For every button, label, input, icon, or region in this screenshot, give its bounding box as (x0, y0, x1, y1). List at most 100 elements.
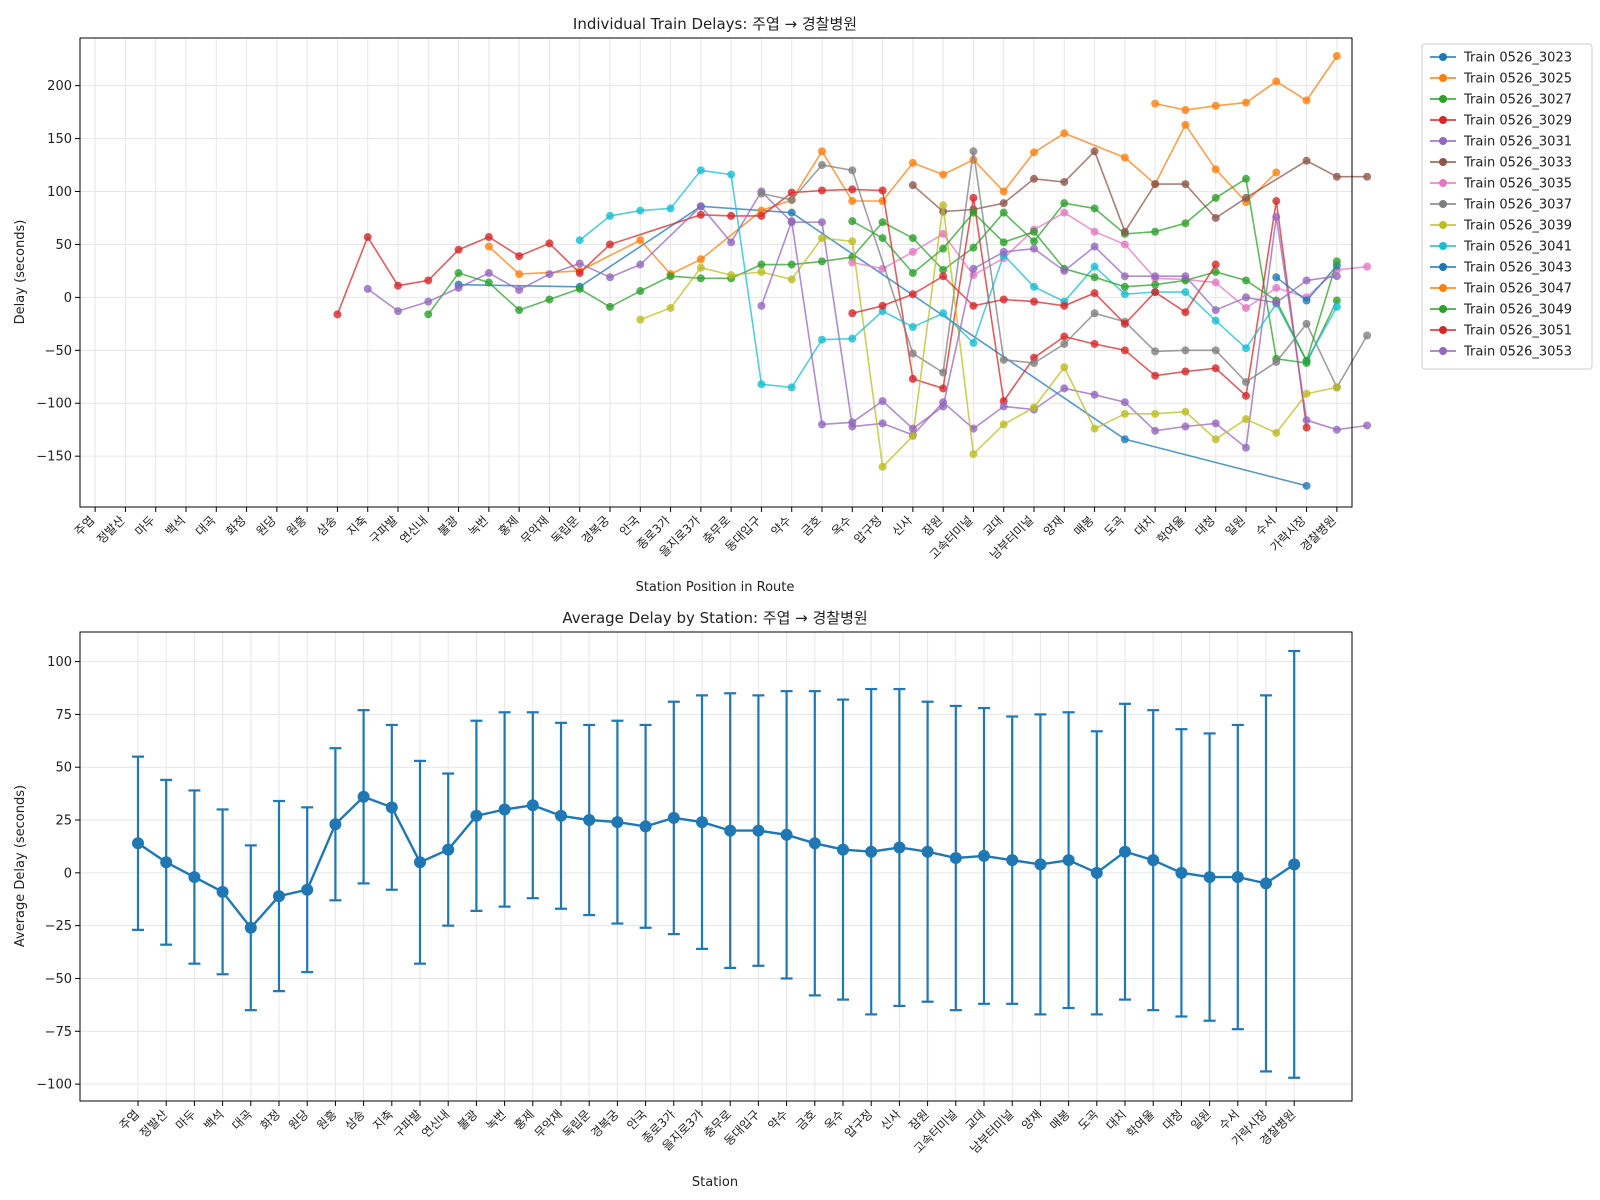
data-point (1181, 272, 1190, 281)
data-point (939, 384, 948, 393)
data-point (969, 193, 978, 202)
data-point (1120, 240, 1129, 249)
data-point (1211, 278, 1220, 287)
legend-label: Train 0526_3025 (1463, 72, 1572, 87)
data-point (1030, 237, 1038, 246)
legend-marker (1439, 137, 1447, 145)
legend-entry: Train 0526_3051 (1430, 324, 1572, 339)
average-point (1119, 845, 1131, 858)
data-point (1302, 96, 1311, 105)
data-point (1363, 262, 1372, 271)
data-point (908, 234, 917, 243)
data-point (545, 270, 554, 279)
legend-label: Train 0526_3033 (1463, 156, 1572, 171)
data-point (1211, 435, 1220, 444)
average-point (865, 845, 878, 858)
legend-entry: Train 0526_3033 (1430, 156, 1572, 171)
legend-box (1421, 43, 1593, 370)
series-path (852, 211, 1368, 309)
data-point (1272, 428, 1281, 437)
data-point (999, 355, 1008, 364)
data-point (999, 247, 1008, 256)
data-point (1120, 398, 1129, 407)
data-point (939, 402, 948, 411)
data-point (818, 161, 826, 170)
data-point (969, 301, 978, 310)
data-point (969, 424, 978, 433)
data-point (1151, 426, 1160, 435)
data-point (1030, 403, 1038, 412)
x-tick-label: 화정 (258, 1107, 284, 1133)
legend-entry: Train 0526_3029 (1430, 114, 1572, 129)
data-point (1090, 262, 1099, 271)
legend-marker (1439, 200, 1447, 208)
data-point (1151, 280, 1160, 289)
average-point (442, 843, 455, 856)
average-point (160, 856, 173, 869)
x-tick-label: 옥수 (829, 513, 855, 539)
series-line (908, 147, 1372, 236)
series-line (363, 187, 1372, 452)
data-point (1302, 156, 1311, 165)
data-point (606, 240, 614, 249)
data-point (1151, 288, 1160, 297)
x-tick-label: 학여울 (1154, 513, 1187, 546)
data-point (363, 284, 372, 293)
legend-label: Train 0526_3039 (1463, 219, 1572, 234)
data-point (666, 204, 675, 213)
data-point (969, 243, 978, 252)
data-point (1181, 120, 1190, 129)
data-point (1181, 180, 1190, 189)
legend-marker (1439, 347, 1447, 355)
y-tick-label: 50 (55, 761, 72, 776)
y-tick-label: −50 (45, 344, 72, 359)
x-tick-label: 독립문 (560, 1107, 593, 1140)
data-point (1060, 363, 1069, 372)
y-tick-label: 0 (64, 291, 72, 306)
x-tick-label: 양재 (1019, 1107, 1045, 1133)
data-point (1332, 302, 1341, 311)
data-point (1060, 208, 1069, 217)
x-tick-label: 금호 (793, 1107, 819, 1133)
data-point (1151, 347, 1160, 356)
data-point (1363, 172, 1372, 181)
data-point (908, 349, 917, 358)
average-point (1006, 854, 1019, 867)
data-point (908, 269, 917, 278)
series-line (1151, 51, 1341, 114)
y-tick-label: 75 (55, 708, 72, 723)
y-tick-label: −25 (45, 919, 72, 934)
data-point (424, 297, 433, 306)
data-point (454, 269, 463, 278)
data-point (818, 420, 826, 429)
x-tick-label: 학여울 (1124, 1107, 1157, 1140)
x-axis-label-average: Station (692, 1175, 738, 1190)
data-point (1030, 359, 1038, 368)
data-point (939, 229, 948, 238)
data-point (1090, 424, 1099, 433)
data-point (848, 237, 857, 246)
x-tick-label: 도곡 (1101, 513, 1127, 539)
x-tick-label: 약수 (764, 1107, 790, 1133)
data-point (1242, 391, 1250, 400)
legend-label: Train 0526_3031 (1463, 135, 1572, 150)
data-point (787, 208, 796, 217)
chart-title-average: Average Delay by Station: 주엽 → 경찰병원 (562, 609, 867, 627)
y-axis-label-average: Average Delay (seconds) (13, 785, 28, 947)
data-point (818, 257, 826, 266)
x-tick-label: 마두 (173, 1107, 199, 1133)
data-point (757, 380, 766, 389)
data-point (1030, 148, 1038, 157)
y-tick-label: −75 (45, 1025, 72, 1040)
data-point (908, 247, 917, 256)
data-point (1060, 199, 1069, 208)
average-point (696, 816, 708, 829)
average-point (1034, 858, 1047, 871)
data-point (999, 238, 1008, 247)
y-tick-label: 200 (47, 79, 72, 94)
data-point (818, 218, 826, 227)
legend-entry: Train 0526_3023 (1430, 51, 1572, 66)
data-point (545, 239, 554, 248)
average-point (357, 790, 370, 803)
data-point (606, 273, 614, 282)
